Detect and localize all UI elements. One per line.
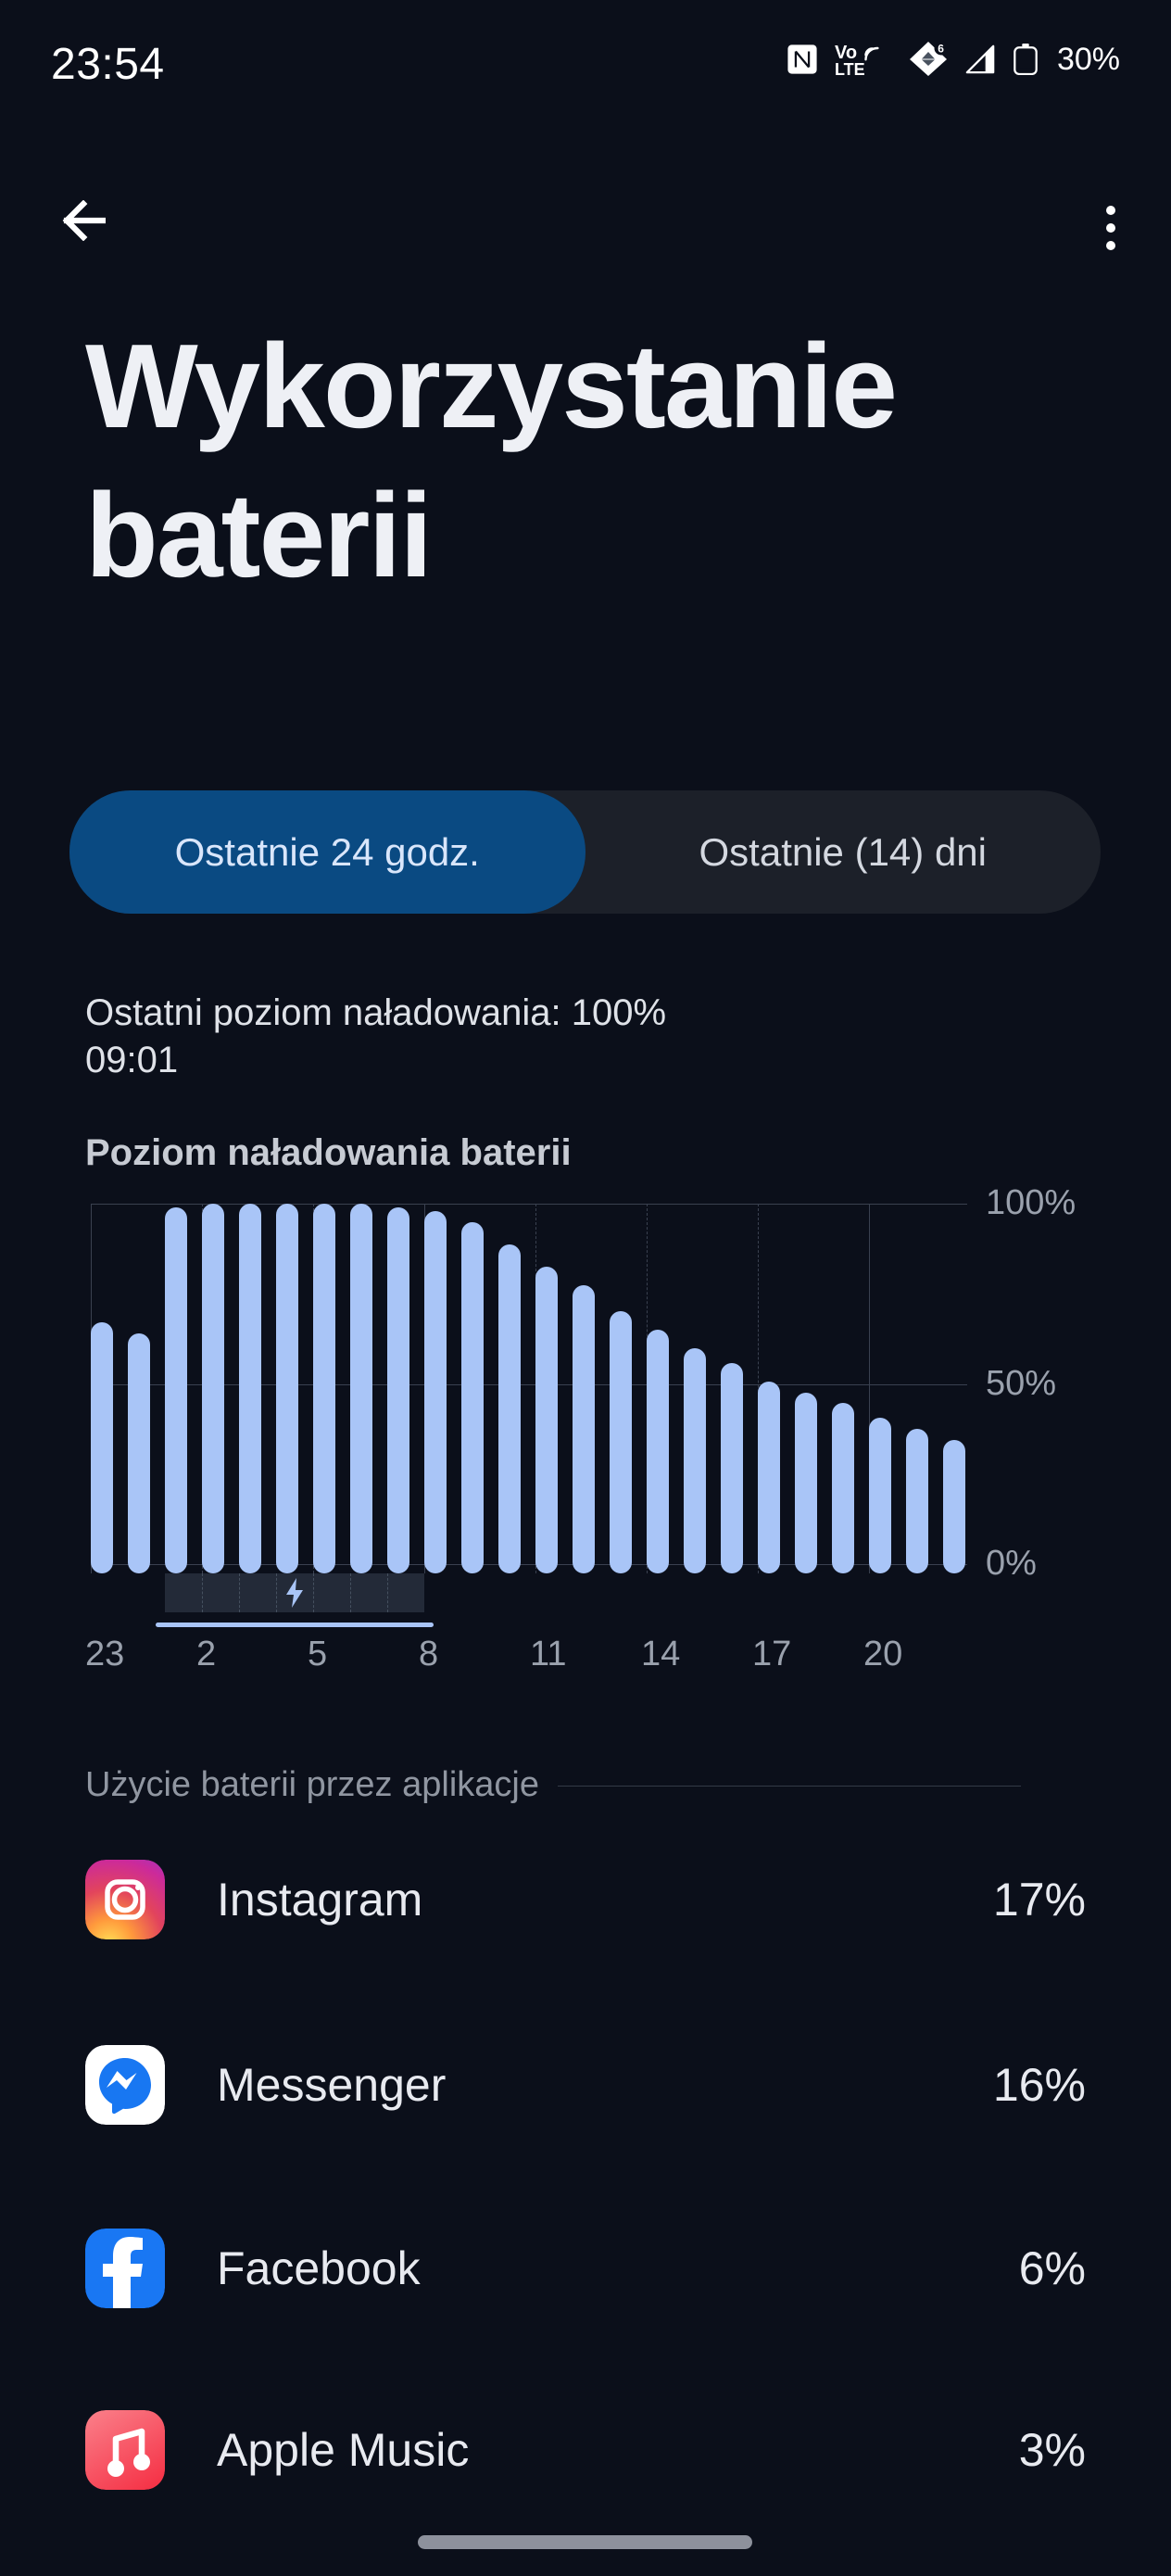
svg-text:6: 6 xyxy=(938,43,944,56)
svg-text:LTE: LTE xyxy=(835,60,865,79)
